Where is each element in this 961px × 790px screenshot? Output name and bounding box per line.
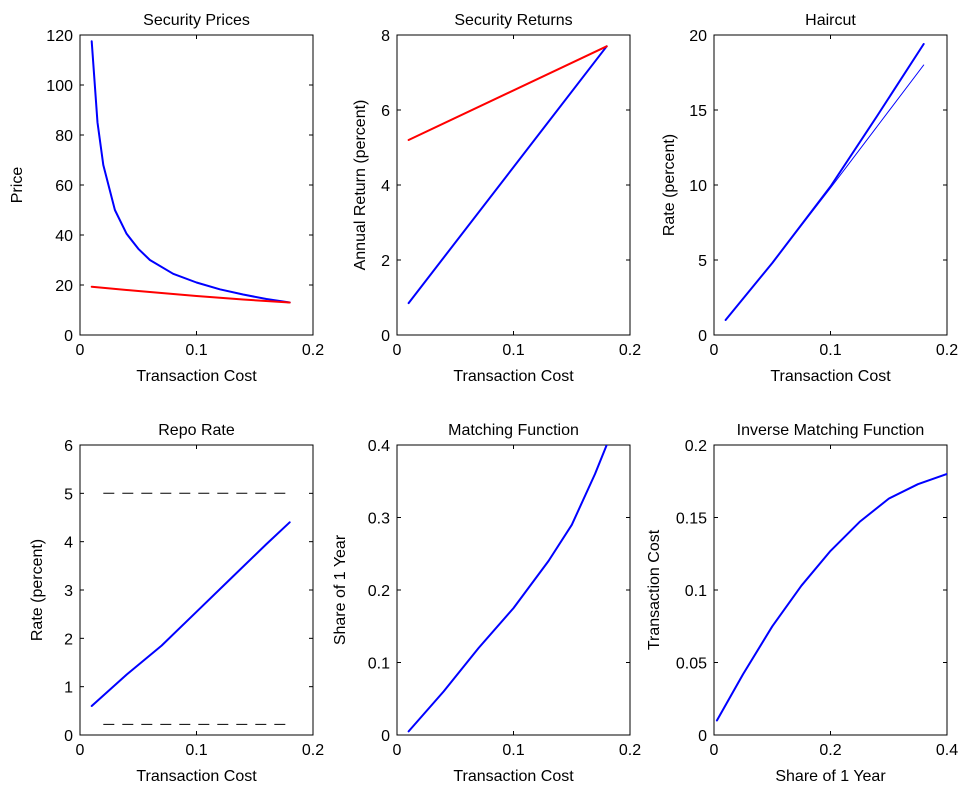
y-tick-label: 20 [689,28,707,45]
series-line-2 [90,285,291,304]
y-axis-label: Annual Return (percent) [352,100,369,271]
series-group [90,492,291,725]
y-tick-label: 1 [64,680,73,697]
y-tick-label: 0.05 [676,656,707,673]
y-tick-label: 0 [64,728,73,745]
series-line-2 [725,64,925,321]
x-tick-label: 0 [76,342,85,359]
panel-security-prices: 0 0.1 0.2 0 20 40 60 80 100 120 Security Prices Tra… [9,12,324,385]
series-line-1 [407,45,608,305]
y-tick-label: 0.1 [685,583,707,600]
series-group [90,40,291,304]
panel-matching-function: 0 0.1 0.2 0 0.1 0.2 0.3 0.4 Matching Function Tra… [332,422,641,785]
y-tick-label: 8 [381,28,390,45]
x-axis-label: Transaction Cost [136,768,257,785]
series-group [407,45,608,305]
x-tick-label: 0.1 [502,342,524,359]
y-tick-label: 0.2 [685,438,707,455]
plot-frame [79,34,314,336]
y-tick-label: 0 [698,728,707,745]
y-tick-label: 100 [46,78,73,95]
y-tick-label: 2 [64,631,73,648]
x-tick-label: 0.1 [819,342,841,359]
x-tick-label: 0.2 [619,342,641,359]
x-tick-label: 0 [710,742,719,759]
series-group [407,445,608,733]
panel-inverse-matching-function: 0 0.2 0.4 0 0.05 0.1 0.15 0.2 Inverse Matching F… [646,422,958,785]
y-tick-label: 0 [64,328,73,345]
x-tick-label: 0.2 [619,742,641,759]
y-tick-label: 5 [698,253,707,270]
chart-title: Security Returns [454,12,572,29]
y-tick-label: 0.15 [676,511,707,528]
plot-frame [396,34,631,336]
y-tick-label: 10 [689,178,707,195]
y-tick-label: 6 [64,438,73,455]
series-line-1 [90,40,291,304]
panel-haircut: 0 0.1 0.2 0 5 10 15 20 Haircut Transaction Cost Ra… [661,12,958,385]
y-tick-label: 5 [64,486,73,503]
y-tick-label: 15 [689,103,707,120]
plot-frame [79,444,314,736]
y-tick-label: 0.3 [368,511,390,528]
y-tick-label: 60 [55,178,73,195]
y-tick-label: 4 [381,178,390,195]
y-tick-label: 0.2 [368,583,390,600]
y-axis-label: Rate (percent) [661,134,678,236]
x-tick-label: 0.2 [936,342,958,359]
x-tick-label: 0.2 [302,342,324,359]
plot-frame [713,444,948,736]
x-tick-label: 0.2 [302,742,324,759]
y-axis-label: Share of 1 Year [332,534,349,645]
y-tick-label: 0 [381,728,390,745]
panel-security-returns: 0 0.1 0.2 0 2 4 6 8 Security Returns Transaction … [352,12,641,385]
y-tick-label: 0 [698,328,707,345]
y-tick-label: 2 [381,253,390,270]
x-tick-label: 0.1 [185,742,207,759]
chart-title: Haircut [805,12,856,29]
x-tick-label: 0.1 [185,342,207,359]
series-group [715,473,947,722]
chart-title: Inverse Matching Function [737,422,925,439]
series-line-1 [90,521,291,707]
x-tick-label: 0 [393,742,402,759]
x-tick-label: 0 [710,342,719,359]
x-axis-label: Share of 1 Year [775,768,886,785]
y-tick-label: 80 [55,128,73,145]
series-line-1 [715,473,947,722]
y-tick-label: 3 [64,583,73,600]
y-tick-label: 40 [55,228,73,245]
x-tick-label: 0.2 [819,742,841,759]
x-tick-label: 0.4 [936,742,958,759]
x-axis-label: Transaction Cost [136,368,257,385]
y-tick-label: 6 [381,103,390,120]
y-tick-label: 0.1 [368,656,390,673]
x-tick-label: 0 [393,342,402,359]
y-axis-label: Transaction Cost [646,529,663,650]
series-group [724,43,925,321]
x-axis-label: Transaction Cost [770,368,891,385]
x-tick-label: 0.1 [502,742,524,759]
series-line-1 [407,445,608,733]
chart-title: Security Prices [143,12,250,29]
series-line-2 [407,45,608,141]
x-axis-label: Transaction Cost [453,768,574,785]
x-axis-label: Transaction Cost [453,368,574,385]
y-tick-label: 4 [64,535,73,552]
chart-title: Repo Rate [158,422,235,439]
y-tick-label: 0 [381,328,390,345]
y-tick-label: 0.4 [368,438,390,455]
y-axis-label: Rate (percent) [29,539,46,641]
plot-frame [396,444,631,736]
panel-repo-rate: 0 0.1 0.2 0 1 2 3 4 5 6 Repo Rate Transaction Cost R… [29,422,324,785]
y-tick-label: 20 [55,278,73,295]
chart-title: Matching Function [448,422,579,439]
y-tick-label: 120 [46,28,73,45]
y-axis-label: Price [9,167,26,204]
x-tick-label: 0 [76,742,85,759]
